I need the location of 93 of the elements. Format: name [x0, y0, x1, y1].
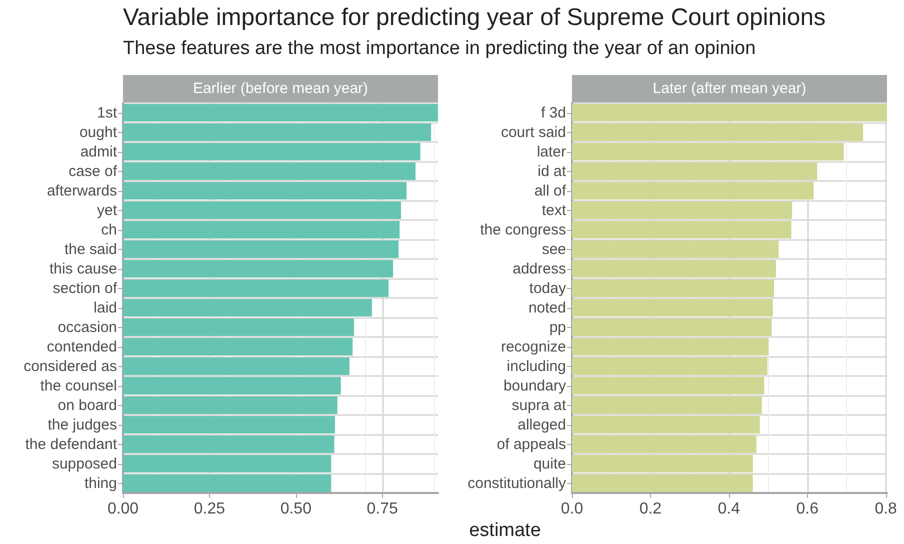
- bar: [123, 240, 399, 258]
- y-tick-label: ch: [101, 221, 117, 238]
- bar: [572, 416, 760, 434]
- text: Variable importance for predicting year of Supreme Court opinions: [123, 4, 826, 32]
- bar: [123, 142, 420, 161]
- y-tick-label: supposed: [52, 455, 117, 472]
- x-tick-label: 0.0: [560, 500, 584, 518]
- x-tick-label: 0.8: [874, 500, 898, 518]
- y-tick-label: thing: [84, 474, 117, 492]
- bar: [572, 142, 844, 161]
- x-tick-label: 0.6: [796, 500, 819, 518]
- bar: [572, 182, 814, 200]
- chart-title: Later (after mean year): [572, 75, 887, 103]
- chart-title: Earlier (before mean year): [123, 75, 438, 103]
- bar: [572, 435, 756, 454]
- bar: [572, 279, 774, 298]
- y-tick-label: constitutionally: [468, 474, 566, 492]
- y-tick-label: section of: [52, 280, 118, 297]
- bar: [572, 298, 773, 317]
- bar: [123, 376, 341, 395]
- bar: [123, 123, 432, 142]
- y-tick-label: this cause: [49, 260, 117, 278]
- y-tick-label: supra at: [512, 396, 567, 414]
- bar: [572, 357, 768, 376]
- bar: [572, 338, 769, 356]
- bar: [123, 104, 438, 122]
- bar: [123, 201, 401, 220]
- y-tick-label: all of: [534, 182, 567, 200]
- bar: [123, 435, 334, 454]
- y-tick-label: noted: [528, 299, 566, 316]
- y-tick-label: contended: [46, 338, 117, 356]
- bar: [572, 240, 779, 258]
- y-tick-label: on board: [58, 396, 117, 414]
- bar: [123, 279, 389, 298]
- y-tick-label: yet: [96, 202, 118, 219]
- bar: [123, 182, 407, 200]
- x-tick-label: 0.00: [107, 500, 139, 518]
- y-tick-label: court said: [500, 124, 566, 141]
- y-tick-label: text: [542, 202, 567, 219]
- bar: [123, 396, 338, 414]
- bar: [123, 454, 332, 473]
- x-tick-label: 0.75: [366, 500, 398, 518]
- y-tick-label: 1st: [96, 104, 118, 122]
- x-tick-label: 0.4: [718, 500, 740, 518]
- bar: [123, 338, 353, 356]
- y-tick-label: the judges: [48, 416, 117, 434]
- y-tick-label: afterwards: [46, 182, 117, 200]
- y-tick-label: the congress: [480, 221, 566, 238]
- y-tick-label: pp: [549, 318, 566, 336]
- bar: [123, 162, 416, 180]
- bar: [572, 220, 792, 239]
- bar: [123, 318, 354, 336]
- y-tick-label: quite: [533, 455, 566, 472]
- y-tick-label: considered as: [24, 358, 117, 375]
- y-tick-label: admit: [80, 143, 118, 160]
- y-tick-label: later: [536, 143, 566, 160]
- y-tick-label: the said: [64, 240, 117, 258]
- x-tick-label: 0.50: [280, 500, 312, 518]
- y-tick-label: today: [529, 280, 566, 297]
- bar: [572, 260, 776, 278]
- y-tick-label: case of: [68, 162, 118, 180]
- bar: [572, 474, 753, 492]
- y-tick-label: ought: [79, 124, 118, 141]
- bar: [123, 220, 400, 239]
- y-tick-label: laid: [94, 299, 117, 316]
- bar: [123, 298, 372, 317]
- bar: [123, 416, 335, 434]
- y-tick-label: f 3d: [540, 104, 566, 122]
- y-tick-label: alleged: [518, 416, 566, 434]
- y-tick-label: the counsel: [40, 377, 117, 394]
- y-tick-label: occasion: [58, 318, 117, 336]
- y-tick-label: id at: [538, 162, 567, 180]
- bar: [123, 260, 394, 278]
- text: These features are the most importance in predicting the year of an opinion: [123, 38, 756, 60]
- y-tick-label: of appeals: [496, 436, 566, 453]
- y-tick-label: boundary: [503, 377, 566, 394]
- bar: [123, 357, 350, 376]
- y-tick-label: including: [506, 358, 566, 375]
- bar: [572, 376, 764, 395]
- bar: [572, 123, 864, 142]
- y-tick-label: address: [512, 260, 566, 278]
- x-tick-label: 0.25: [194, 500, 226, 518]
- x-axis-title: estimate: [468, 520, 542, 542]
- y-tick-label: recognize: [500, 338, 566, 356]
- bar: [572, 201, 792, 220]
- bar: [123, 474, 332, 492]
- bar: [572, 162, 818, 180]
- bar: [572, 318, 772, 336]
- bar: [572, 396, 762, 414]
- bar: [572, 454, 753, 473]
- y-tick-label: the defendant: [25, 436, 118, 453]
- y-tick-label: see: [542, 240, 566, 258]
- x-tick-label: 0.2: [639, 500, 662, 518]
